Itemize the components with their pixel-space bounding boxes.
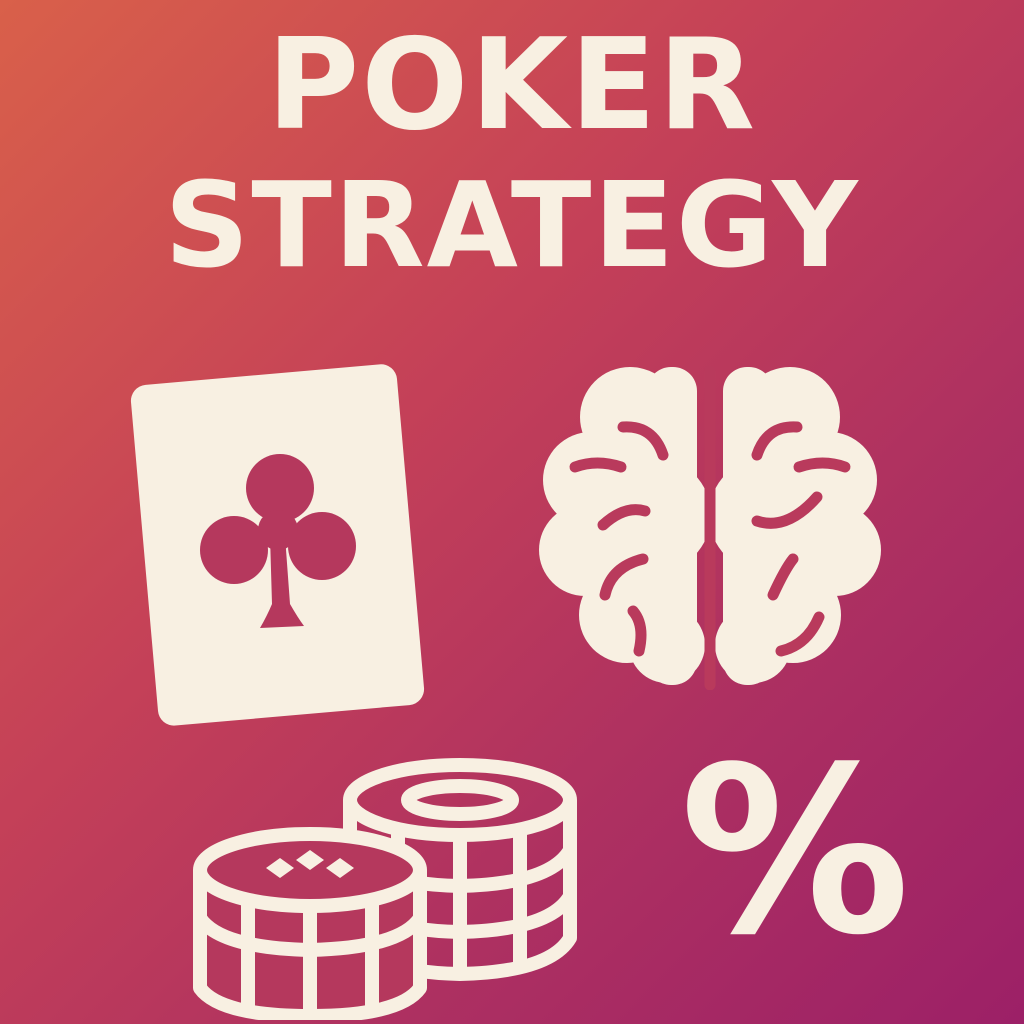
club-suit <box>200 454 356 628</box>
brain-icon <box>539 365 881 690</box>
percent-symbol: % <box>679 719 911 986</box>
title-line-strategy: STRATEGY <box>164 156 860 294</box>
poker-chips-icon <box>193 758 577 1020</box>
title-line-poker: POKER <box>266 11 758 158</box>
club-card-icon <box>130 364 425 726</box>
